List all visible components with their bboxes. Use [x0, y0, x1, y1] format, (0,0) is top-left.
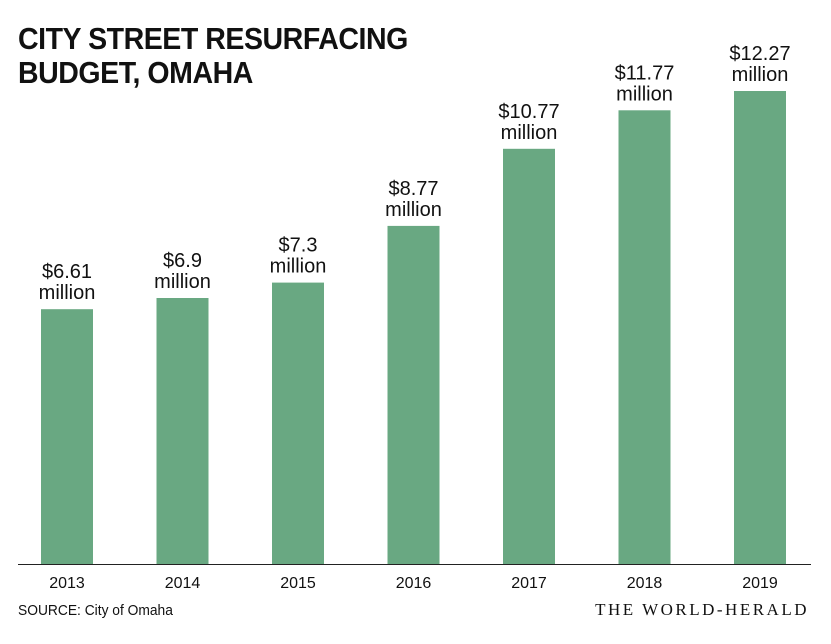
x-tick-2019: 2019: [742, 575, 778, 592]
x-tick-2016: 2016: [396, 575, 432, 592]
value-label-2017: $10.77 million: [498, 101, 559, 144]
value-label-2019: $12.27 million: [729, 43, 790, 86]
x-tick-2015: 2015: [280, 575, 316, 592]
source-note: SOURCE: City of Omaha: [18, 602, 173, 619]
chart-title: CITY STREET RESURFACING BUDGET, OMAHA: [18, 21, 408, 90]
bar-2019: [734, 91, 786, 564]
value-label-2018: $11.77 million: [615, 62, 675, 105]
bar-2013: [41, 309, 93, 564]
bar-2016: [387, 225, 440, 564]
x-tick-2014: 2014: [165, 575, 201, 592]
value-label-2015: $7.3 million: [270, 235, 327, 278]
x-tick-2013: 2013: [49, 575, 85, 592]
publisher-logo: THE WORLD-HERALD: [595, 600, 809, 619]
x-tick-2018: 2018: [627, 575, 663, 592]
x-tick-labels-layer: 2013 2014 2015 2016 2017 2018 2019: [49, 575, 778, 592]
bar-2017: [503, 148, 555, 565]
value-label-2014: $6.9 million: [154, 250, 211, 293]
value-label-2016: $8.77 million: [385, 178, 442, 221]
x-tick-2017: 2017: [511, 575, 547, 592]
bar-2014: [156, 298, 209, 564]
value-label-2013: $6.61 million: [39, 261, 96, 304]
bar-2015: [272, 282, 324, 564]
bar-2018: [618, 110, 671, 565]
bars-layer: [41, 91, 786, 565]
value-labels-layer: $6.61 million $6.9 million $7.3 million $8.77 m…: [39, 43, 791, 304]
